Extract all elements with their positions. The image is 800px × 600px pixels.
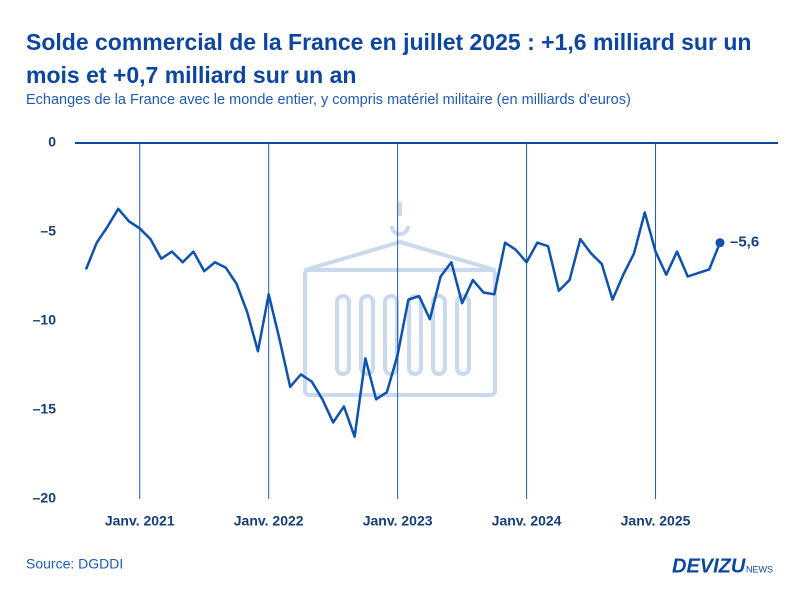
y-tick-label: –10 <box>33 312 57 328</box>
brand-suffix: NEWS <box>746 564 773 574</box>
x-tick-label: Janv. 2024 <box>492 513 562 529</box>
x-tick-label: Janv. 2022 <box>234 513 304 529</box>
y-tick-label: 0 <box>48 134 56 150</box>
chart-title: Solde commercial de la France en juillet… <box>26 29 752 88</box>
brand: DEVIZU <box>672 555 746 577</box>
chart-subtitle: Echanges de la France avec le monde enti… <box>26 92 631 108</box>
source: Source: DGDDI <box>26 556 123 572</box>
x-tick-label: Janv. 2025 <box>621 513 691 529</box>
data-line <box>84 207 722 438</box>
value-label: –5,6 <box>730 234 759 251</box>
y-tick-label: –20 <box>33 490 57 506</box>
x-tick-label: Janv. 2021 <box>105 513 175 529</box>
y-tick-label: –5 <box>40 223 56 239</box>
y-tick-label: –15 <box>33 401 57 417</box>
end-point <box>715 238 725 248</box>
x-tick-label: Janv. 2023 <box>363 513 433 529</box>
container-icon <box>303 202 497 397</box>
